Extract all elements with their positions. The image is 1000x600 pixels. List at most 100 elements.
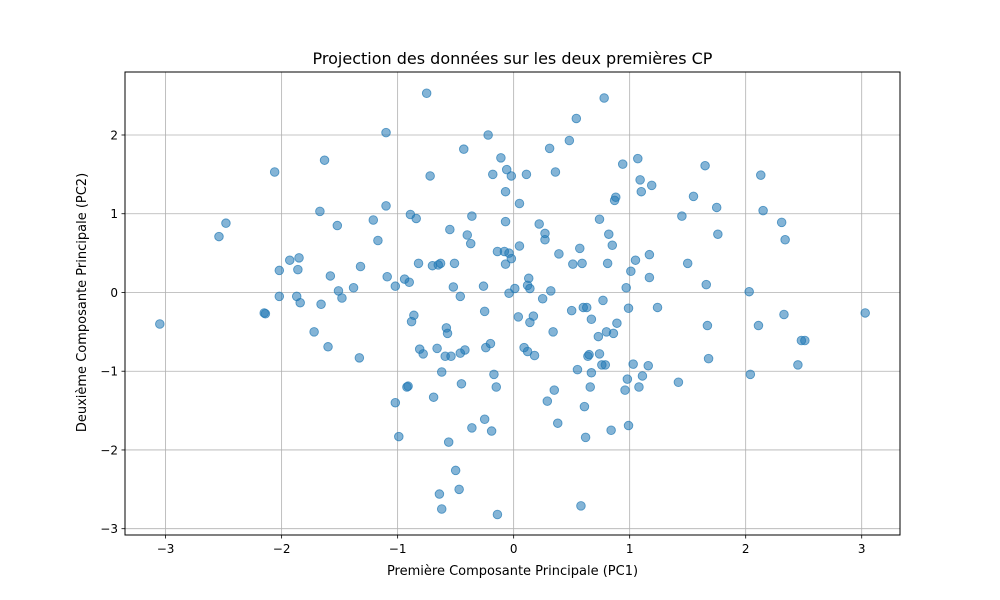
scatter-point: [294, 253, 304, 263]
scatter-point: [528, 311, 539, 321]
scatter-point: [285, 255, 295, 265]
scatter-point: [585, 382, 595, 392]
scatter-point: [634, 382, 644, 392]
scatter-point: [496, 153, 506, 163]
y-tick-label: −1: [100, 365, 118, 379]
scatter-point: [434, 489, 445, 499]
scatter-point: [701, 279, 712, 290]
scatter-point: [274, 265, 285, 276]
scatter-point: [500, 216, 511, 227]
scatter-point: [309, 327, 319, 337]
scatter-point: [462, 230, 473, 240]
y-tick-label: −3: [100, 522, 118, 536]
scatter-point: [435, 258, 446, 269]
scatter-point: [550, 167, 561, 177]
scatter-point: [332, 220, 343, 231]
scatter-point: [354, 353, 365, 363]
x-tick-label: 2: [742, 542, 750, 556]
scatter-point: [860, 308, 870, 318]
scatter-point: [525, 283, 535, 294]
scatter-point: [607, 240, 618, 250]
scatter-point: [636, 186, 647, 197]
scatter-point: [214, 231, 224, 242]
scatter-point: [488, 169, 498, 180]
scatter-point: [500, 259, 511, 269]
scatter-point: [325, 271, 336, 281]
scatter-point: [479, 306, 490, 317]
scatter-point: [542, 396, 553, 406]
scatter-point: [703, 353, 714, 364]
scatter-point: [446, 351, 456, 362]
scatter-point: [155, 319, 165, 329]
scatter-point: [584, 349, 594, 360]
scatter-point: [501, 164, 512, 175]
scatter-point: [630, 255, 641, 265]
scatter-point: [643, 360, 653, 371]
scatter-point: [529, 350, 540, 361]
scatter-point: [606, 425, 616, 436]
scatter-point: [652, 302, 663, 313]
scatter-point: [260, 308, 271, 319]
scatter-point: [594, 214, 605, 224]
scatter-point: [635, 175, 645, 185]
scatter-point: [572, 364, 583, 375]
scatter-point: [491, 382, 502, 392]
scatter-point: [575, 243, 585, 254]
scatter-point: [644, 249, 655, 260]
scatter-point: [586, 314, 597, 325]
y-tick-label: −2: [100, 443, 118, 457]
scatter-point: [554, 249, 564, 259]
scatter-point: [390, 281, 401, 291]
scatter-point: [315, 206, 325, 217]
scatter-point: [382, 271, 392, 282]
scatter-point: [600, 360, 611, 370]
scatter-point: [623, 420, 634, 431]
scatter-point: [534, 219, 544, 229]
scatter-point: [611, 192, 621, 202]
scatter-point: [506, 171, 517, 181]
scatter-point: [586, 368, 597, 378]
scatter-point: [450, 465, 461, 476]
scatter-point: [409, 310, 419, 321]
scatter-point: [548, 327, 558, 337]
scatter-point: [546, 286, 556, 296]
scatter-point: [702, 320, 713, 331]
scatter-point: [540, 228, 550, 239]
scatter-point: [756, 170, 766, 180]
scatter-point: [793, 360, 803, 370]
scatter-point: [337, 293, 347, 303]
scatter-point: [626, 266, 636, 276]
scatter-point: [436, 367, 447, 377]
scatter-point: [449, 258, 460, 269]
scatter-point: [293, 264, 303, 275]
scatter-point: [711, 202, 722, 213]
x-tick-label: 1: [626, 542, 634, 556]
scatter-point: [454, 484, 464, 495]
scatter-point: [571, 113, 582, 124]
x-tick-label: −1: [389, 542, 407, 556]
scatter-point: [780, 234, 790, 245]
scatter-point: [621, 283, 631, 293]
scatter-point: [688, 191, 699, 202]
scatter-point: [467, 211, 477, 221]
scatter-point: [448, 282, 459, 292]
scatter-point: [623, 303, 634, 313]
scatter-point: [411, 213, 421, 224]
scatter-point: [549, 385, 560, 395]
plot-frame: [124, 71, 901, 536]
scatter-point: [633, 153, 643, 164]
scatter-point: [381, 201, 391, 211]
x-tick-label: 0: [510, 542, 518, 556]
scatter-point: [403, 381, 413, 391]
scatter-point: [514, 198, 525, 209]
scatter-point: [700, 160, 710, 171]
scatter-point: [617, 159, 628, 169]
scatter-point: [368, 215, 379, 225]
scatter-point: [753, 320, 764, 331]
scatter-point: [510, 283, 520, 294]
scatter-point: [421, 88, 432, 99]
scatter-point: [673, 377, 684, 387]
scatter-point: [418, 349, 428, 359]
scatter-point: [456, 379, 467, 389]
